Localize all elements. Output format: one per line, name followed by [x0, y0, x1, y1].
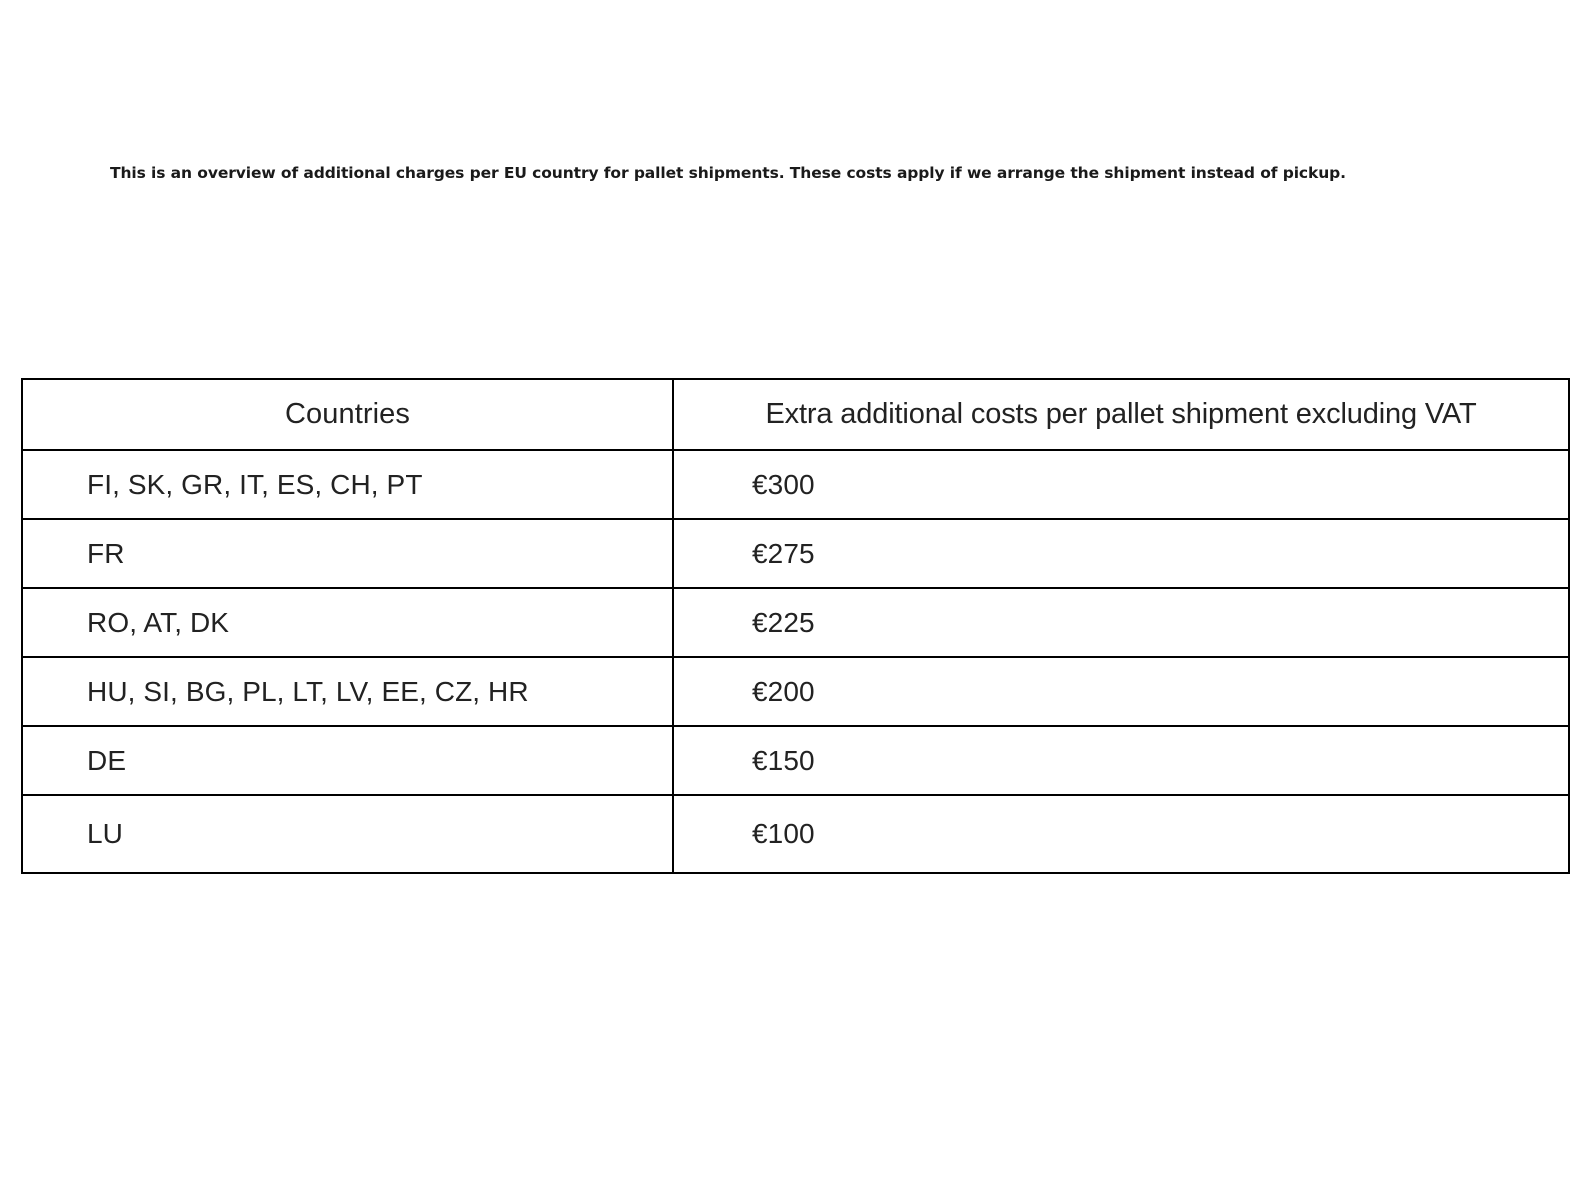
table-row: RO, AT, DK €225 [21, 587, 1570, 658]
cell-cost: €275 [672, 518, 1570, 589]
shipping-charges-table: Countries Extra additional costs per pal… [21, 378, 1570, 874]
cell-cost: €200 [672, 656, 1570, 727]
cell-cost: €300 [672, 449, 1570, 520]
cell-countries: FR [21, 518, 674, 589]
table-row: DE €150 [21, 725, 1570, 796]
table-row: LU €100 [21, 794, 1570, 874]
cell-cost: €150 [672, 725, 1570, 796]
cell-countries: RO, AT, DK [21, 587, 674, 658]
cell-countries: HU, SI, BG, PL, LT, LV, EE, CZ, HR [21, 656, 674, 727]
table-header-row: Countries Extra additional costs per pal… [21, 378, 1570, 451]
cell-cost: €100 [672, 794, 1570, 874]
cell-countries: LU [21, 794, 674, 874]
column-header-costs: Extra additional costs per pallet shipme… [672, 378, 1570, 451]
intro-paragraph: This is an overview of additional charge… [110, 164, 1346, 182]
table-row: FI, SK, GR, IT, ES, CH, PT €300 [21, 449, 1570, 520]
cell-cost: €225 [672, 587, 1570, 658]
cell-countries: FI, SK, GR, IT, ES, CH, PT [21, 449, 674, 520]
column-header-countries: Countries [21, 378, 674, 451]
table-row: FR €275 [21, 518, 1570, 589]
table-body: FI, SK, GR, IT, ES, CH, PT €300 FR €275 … [21, 449, 1570, 874]
table-row: HU, SI, BG, PL, LT, LV, EE, CZ, HR €200 [21, 656, 1570, 727]
cell-countries: DE [21, 725, 674, 796]
table-header: Countries Extra additional costs per pal… [21, 378, 1570, 451]
